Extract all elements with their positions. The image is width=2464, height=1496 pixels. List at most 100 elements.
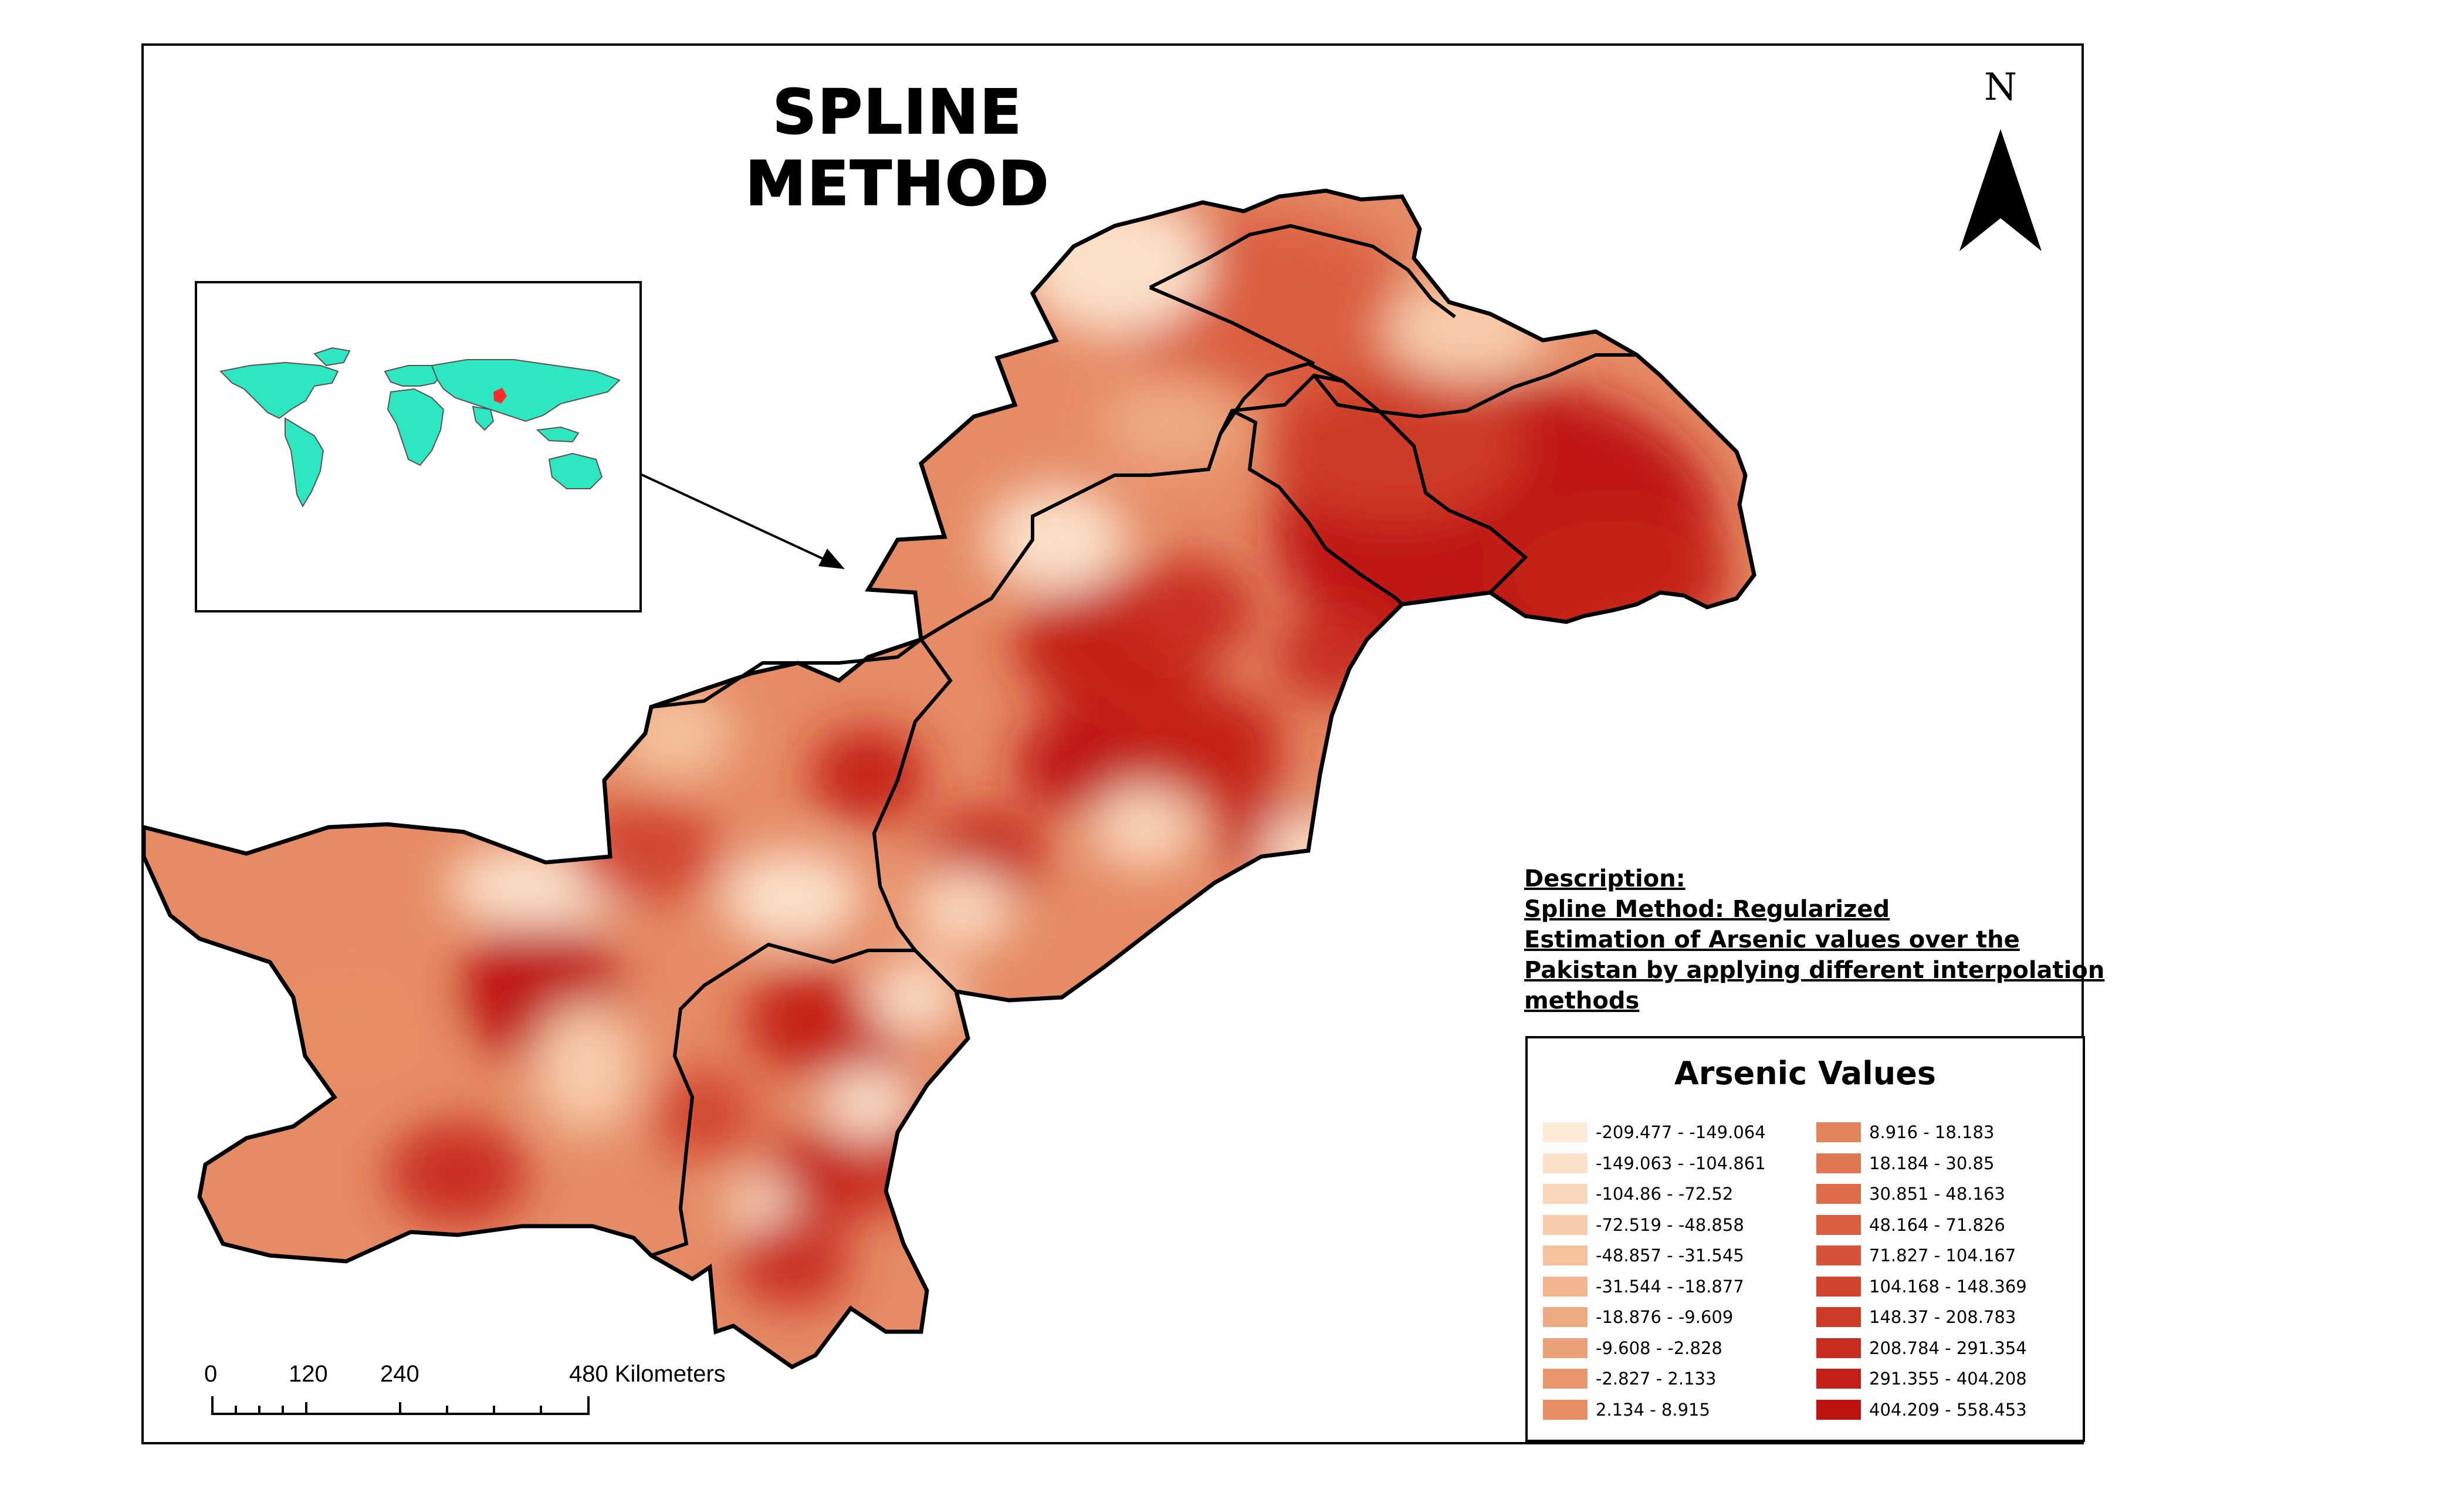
legend-item: -48.857 - -31.545 [1543, 1244, 1744, 1267]
legend-label: 148.37 - 208.783 [1869, 1307, 2016, 1327]
legend-item: -18.876 - -9.609 [1543, 1305, 1733, 1329]
interpolation-blob [810, 727, 927, 821]
interpolation-blob [1021, 194, 1209, 334]
north-arrow-icon [1959, 129, 2042, 251]
legend-label: -104.86 - -72.52 [1596, 1184, 1734, 1204]
interpolation-blob [1496, 505, 1731, 645]
legend-label: -18.876 - -9.609 [1596, 1307, 1734, 1327]
legend-item: 208.784 - 291.354 [1816, 1336, 2027, 1360]
world-inset-map [195, 281, 642, 612]
interpolation-blob [1385, 276, 1549, 381]
legend-item: -149.063 - -104.861 [1543, 1152, 1766, 1175]
scale-bar-graphic [211, 1396, 590, 1415]
interpolation-blob [868, 962, 962, 1033]
legend-swatch [1543, 1399, 1588, 1420]
legend-label: 18.184 - 30.85 [1869, 1153, 1995, 1173]
legend-item: 71.827 - 104.167 [1816, 1244, 2016, 1267]
legend-label: 404.209 - 558.453 [1869, 1399, 2027, 1420]
legend-label: -31.544 - -18.877 [1596, 1276, 1744, 1297]
legend-swatch [1816, 1369, 1861, 1389]
legend-item: 104.168 - 148.369 [1816, 1275, 2027, 1298]
interpolation-blob [1267, 370, 1525, 522]
legend-item: 2.134 - 8.915 [1543, 1398, 1710, 1421]
interpolation-blob [733, 1214, 851, 1308]
legend-label: -2.827 - 2.133 [1596, 1369, 1717, 1389]
interpolation-blob [387, 1121, 528, 1226]
legend-label: 291.355 - 404.208 [1869, 1369, 2027, 1389]
interpolation-blob [1015, 710, 1156, 815]
interpolation-blob [651, 1068, 757, 1162]
legend-swatch [1543, 1307, 1588, 1327]
legend-item: 291.355 - 404.208 [1816, 1367, 2027, 1390]
legend-label: 104.168 - 148.369 [1869, 1276, 2027, 1297]
legend-item: -9.608 - -2.828 [1543, 1336, 1722, 1360]
legend-label: -149.063 - -104.861 [1596, 1153, 1766, 1173]
legend-swatch [1543, 1184, 1588, 1204]
interpolation-blob [909, 868, 1015, 950]
legend-swatch [1543, 1214, 1588, 1235]
arrow-head-icon [818, 549, 845, 569]
scale-tick-label: 0 [204, 1361, 218, 1387]
legend-label: 48.164 - 71.826 [1869, 1214, 2005, 1235]
legend-item: -31.544 - -18.877 [1543, 1275, 1744, 1298]
legend-swatch [1816, 1122, 1861, 1142]
legend-label: -72.519 - -48.858 [1596, 1214, 1744, 1235]
legend-item: 8.916 - 18.183 [1816, 1121, 1994, 1144]
scale-tick-label: 480 Kilometers [569, 1361, 726, 1387]
description-line: Spline Method: Regularized [1524, 896, 1890, 923]
pakistan-highlight [493, 388, 507, 404]
map-description: Description: Spline Method: Regularized … [1524, 864, 2105, 1016]
legend-label: 8.916 - 18.183 [1869, 1122, 1995, 1142]
legend-label: -209.477 - -149.064 [1596, 1122, 1766, 1142]
interpolation-blob [1121, 686, 1285, 804]
interpolation-blob [722, 851, 862, 945]
legend-swatch [1543, 1338, 1588, 1358]
description-line: Pakistan by applying different interpola… [1524, 957, 2105, 984]
map-title: SPLINE METHOD [744, 76, 1050, 220]
legend-swatch [1816, 1153, 1861, 1173]
legend-label: 2.134 - 8.915 [1596, 1399, 1710, 1420]
north-label: N [1984, 66, 2017, 109]
interpolation-blob [986, 487, 1126, 593]
legend-swatch [1816, 1184, 1861, 1204]
map-frame [141, 43, 2084, 1444]
scale-tick-label: 120 [289, 1361, 328, 1387]
legend-swatch [1816, 1276, 1861, 1297]
legend-item: -104.86 - -72.52 [1543, 1182, 1733, 1206]
scale-tick-label: 240 [380, 1361, 419, 1387]
legend-item: 48.164 - 71.826 [1816, 1213, 2005, 1237]
interpolation-blob [258, 956, 446, 1097]
legend-swatch [1816, 1338, 1861, 1358]
legend-label: 208.784 - 291.354 [1869, 1338, 2027, 1358]
world-map-icon [219, 347, 621, 508]
legend-swatch [1543, 1276, 1588, 1297]
legend-swatch [1543, 1153, 1588, 1173]
legend-item: -209.477 - -149.064 [1543, 1121, 1766, 1144]
interpolation-blob [821, 1068, 915, 1138]
legend-label: 71.827 - 104.167 [1869, 1245, 2016, 1265]
legend-swatch [1816, 1307, 1861, 1327]
description-line: Estimation of Arsenic values over the [1524, 926, 2020, 953]
legend-swatch [1543, 1245, 1588, 1265]
description-line: Description: [1524, 865, 1685, 892]
legend-swatch [1543, 1122, 1588, 1142]
interpolation-blob [1126, 557, 1255, 663]
interpolation-blob [1091, 786, 1197, 868]
description-line: methods [1524, 987, 1640, 1014]
legend-item: 18.184 - 30.85 [1816, 1152, 1994, 1175]
legend-label: -9.608 - -2.828 [1596, 1338, 1722, 1358]
legend-item: 404.209 - 558.453 [1816, 1398, 2027, 1421]
interpolation-blob [1103, 375, 1244, 469]
legend-item: -72.519 - -48.858 [1543, 1213, 1744, 1237]
legend-swatch [1543, 1369, 1588, 1389]
scale-bar: 0 120 240 480 Kilometers [199, 1361, 786, 1426]
legend-item: 30.851 - 48.163 [1816, 1182, 2005, 1206]
interpolation-blob [534, 1003, 639, 1132]
legend-label: -48.857 - -31.545 [1596, 1245, 1744, 1265]
interpolation-blob [1273, 610, 1390, 704]
legend: Arsenic Values -209.477 - -149.064 -149.0… [1525, 1036, 2085, 1442]
province-boundaries [651, 224, 1637, 1257]
legend-label: 30.851 - 48.163 [1869, 1184, 2005, 1204]
legend-item: -2.827 - 2.133 [1543, 1367, 1716, 1390]
